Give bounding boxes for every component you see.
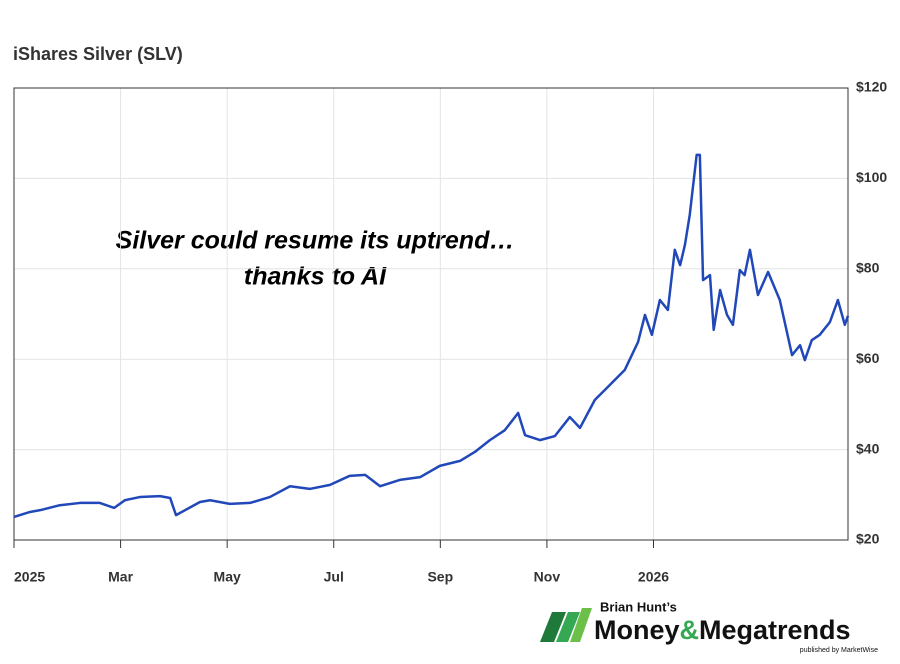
x-tick-label: Jul [324, 569, 344, 585]
x-tick-label: 2026 [638, 569, 669, 585]
x-tick-label: Mar [108, 569, 133, 585]
logo-name-start: Money [594, 615, 680, 645]
plot-frame [13, 87, 849, 541]
x-tick-label: May [214, 569, 241, 585]
logo-byline: Brian Hunt’s [600, 599, 677, 614]
logo-name-end: Megatrends [699, 615, 851, 645]
annotation: thanks to AI [244, 263, 387, 291]
x-tick-label: 2025 [14, 569, 45, 585]
y-tick-label: $40 [856, 440, 880, 456]
logo-name: Money&Megatrends [594, 615, 851, 645]
price-line [13, 153, 850, 519]
logo-bar [556, 612, 580, 642]
y-tick-label: $100 [856, 169, 887, 185]
y-tick-label: $80 [856, 260, 880, 276]
logo: Brian Hunt’s Money&Megatrends published … [540, 599, 878, 654]
y-tick-label: $60 [856, 350, 880, 366]
x-tick-label: Nov [534, 569, 561, 585]
chart-title: iShares Silver (SLV) [13, 44, 183, 64]
x-tick-label: Sep [427, 569, 453, 585]
logo-bar [570, 608, 592, 642]
logo-publisher: published by MarketWise [800, 647, 878, 654]
logo-ampersand: & [680, 615, 700, 645]
annotation: Silver could resume its uptrend… [116, 227, 515, 255]
logo-bar [540, 612, 566, 642]
y-tick-label: $120 [856, 79, 887, 95]
y-tick-label: $20 [856, 531, 880, 547]
